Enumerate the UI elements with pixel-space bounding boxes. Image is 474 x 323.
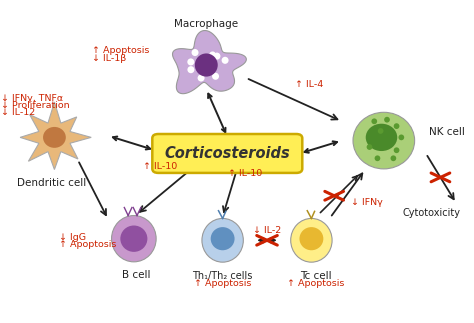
Text: Cytotoxicity: Cytotoxicity bbox=[403, 208, 461, 218]
Ellipse shape bbox=[191, 49, 199, 56]
Text: ↑ Apoptosis: ↑ Apoptosis bbox=[194, 279, 251, 288]
Ellipse shape bbox=[221, 57, 228, 64]
Ellipse shape bbox=[209, 51, 216, 58]
Ellipse shape bbox=[394, 123, 400, 129]
Text: ↑ IL-4: ↑ IL-4 bbox=[295, 80, 323, 89]
Ellipse shape bbox=[374, 155, 380, 161]
Text: Corticosteroids: Corticosteroids bbox=[164, 146, 290, 161]
Text: ↓ IL-2: ↓ IL-2 bbox=[253, 226, 281, 235]
Ellipse shape bbox=[120, 225, 147, 252]
FancyBboxPatch shape bbox=[152, 134, 302, 173]
Ellipse shape bbox=[210, 227, 235, 250]
Text: ↓ Proliferation: ↓ Proliferation bbox=[0, 101, 69, 110]
Ellipse shape bbox=[353, 112, 415, 169]
Text: NK cell: NK cell bbox=[429, 127, 465, 137]
Text: ↓ IgG: ↓ IgG bbox=[59, 233, 86, 242]
Ellipse shape bbox=[195, 53, 218, 77]
Text: Dendritic cell: Dendritic cell bbox=[18, 178, 87, 188]
Ellipse shape bbox=[212, 73, 219, 80]
Ellipse shape bbox=[43, 127, 66, 148]
Ellipse shape bbox=[399, 134, 404, 140]
Text: ↓ IFNγ: ↓ IFNγ bbox=[351, 198, 383, 207]
Text: ↓ IL-1β: ↓ IL-1β bbox=[92, 54, 126, 63]
Text: ↑ IL-10: ↑ IL-10 bbox=[143, 162, 177, 171]
Ellipse shape bbox=[366, 124, 397, 151]
Ellipse shape bbox=[384, 117, 390, 123]
Ellipse shape bbox=[202, 218, 243, 262]
Text: B cell: B cell bbox=[122, 270, 150, 280]
Text: Th₁/Th₂ cells: Th₁/Th₂ cells bbox=[192, 271, 253, 281]
Text: Macrophage: Macrophage bbox=[174, 19, 238, 29]
Text: ↓ IFNγ, TNFα: ↓ IFNγ, TNFα bbox=[0, 94, 63, 103]
Text: ↑ Apoptosis: ↑ Apoptosis bbox=[92, 46, 149, 55]
Text: ↑ Apoptosis: ↑ Apoptosis bbox=[59, 240, 117, 249]
Ellipse shape bbox=[213, 53, 220, 60]
Ellipse shape bbox=[394, 147, 400, 153]
Polygon shape bbox=[20, 102, 91, 170]
Ellipse shape bbox=[187, 58, 194, 66]
Ellipse shape bbox=[187, 66, 194, 73]
Text: ↑ IL-10: ↑ IL-10 bbox=[228, 169, 263, 178]
Ellipse shape bbox=[291, 218, 332, 262]
Polygon shape bbox=[173, 31, 246, 94]
Ellipse shape bbox=[378, 128, 383, 134]
Ellipse shape bbox=[300, 227, 323, 250]
Ellipse shape bbox=[391, 155, 396, 161]
Ellipse shape bbox=[366, 144, 373, 150]
Text: ↑ Apoptosis: ↑ Apoptosis bbox=[287, 279, 345, 288]
Ellipse shape bbox=[111, 215, 156, 262]
Text: ↓ IL-12: ↓ IL-12 bbox=[0, 109, 35, 118]
Text: Tc cell: Tc cell bbox=[300, 271, 332, 281]
Ellipse shape bbox=[372, 119, 377, 124]
Ellipse shape bbox=[198, 75, 205, 82]
